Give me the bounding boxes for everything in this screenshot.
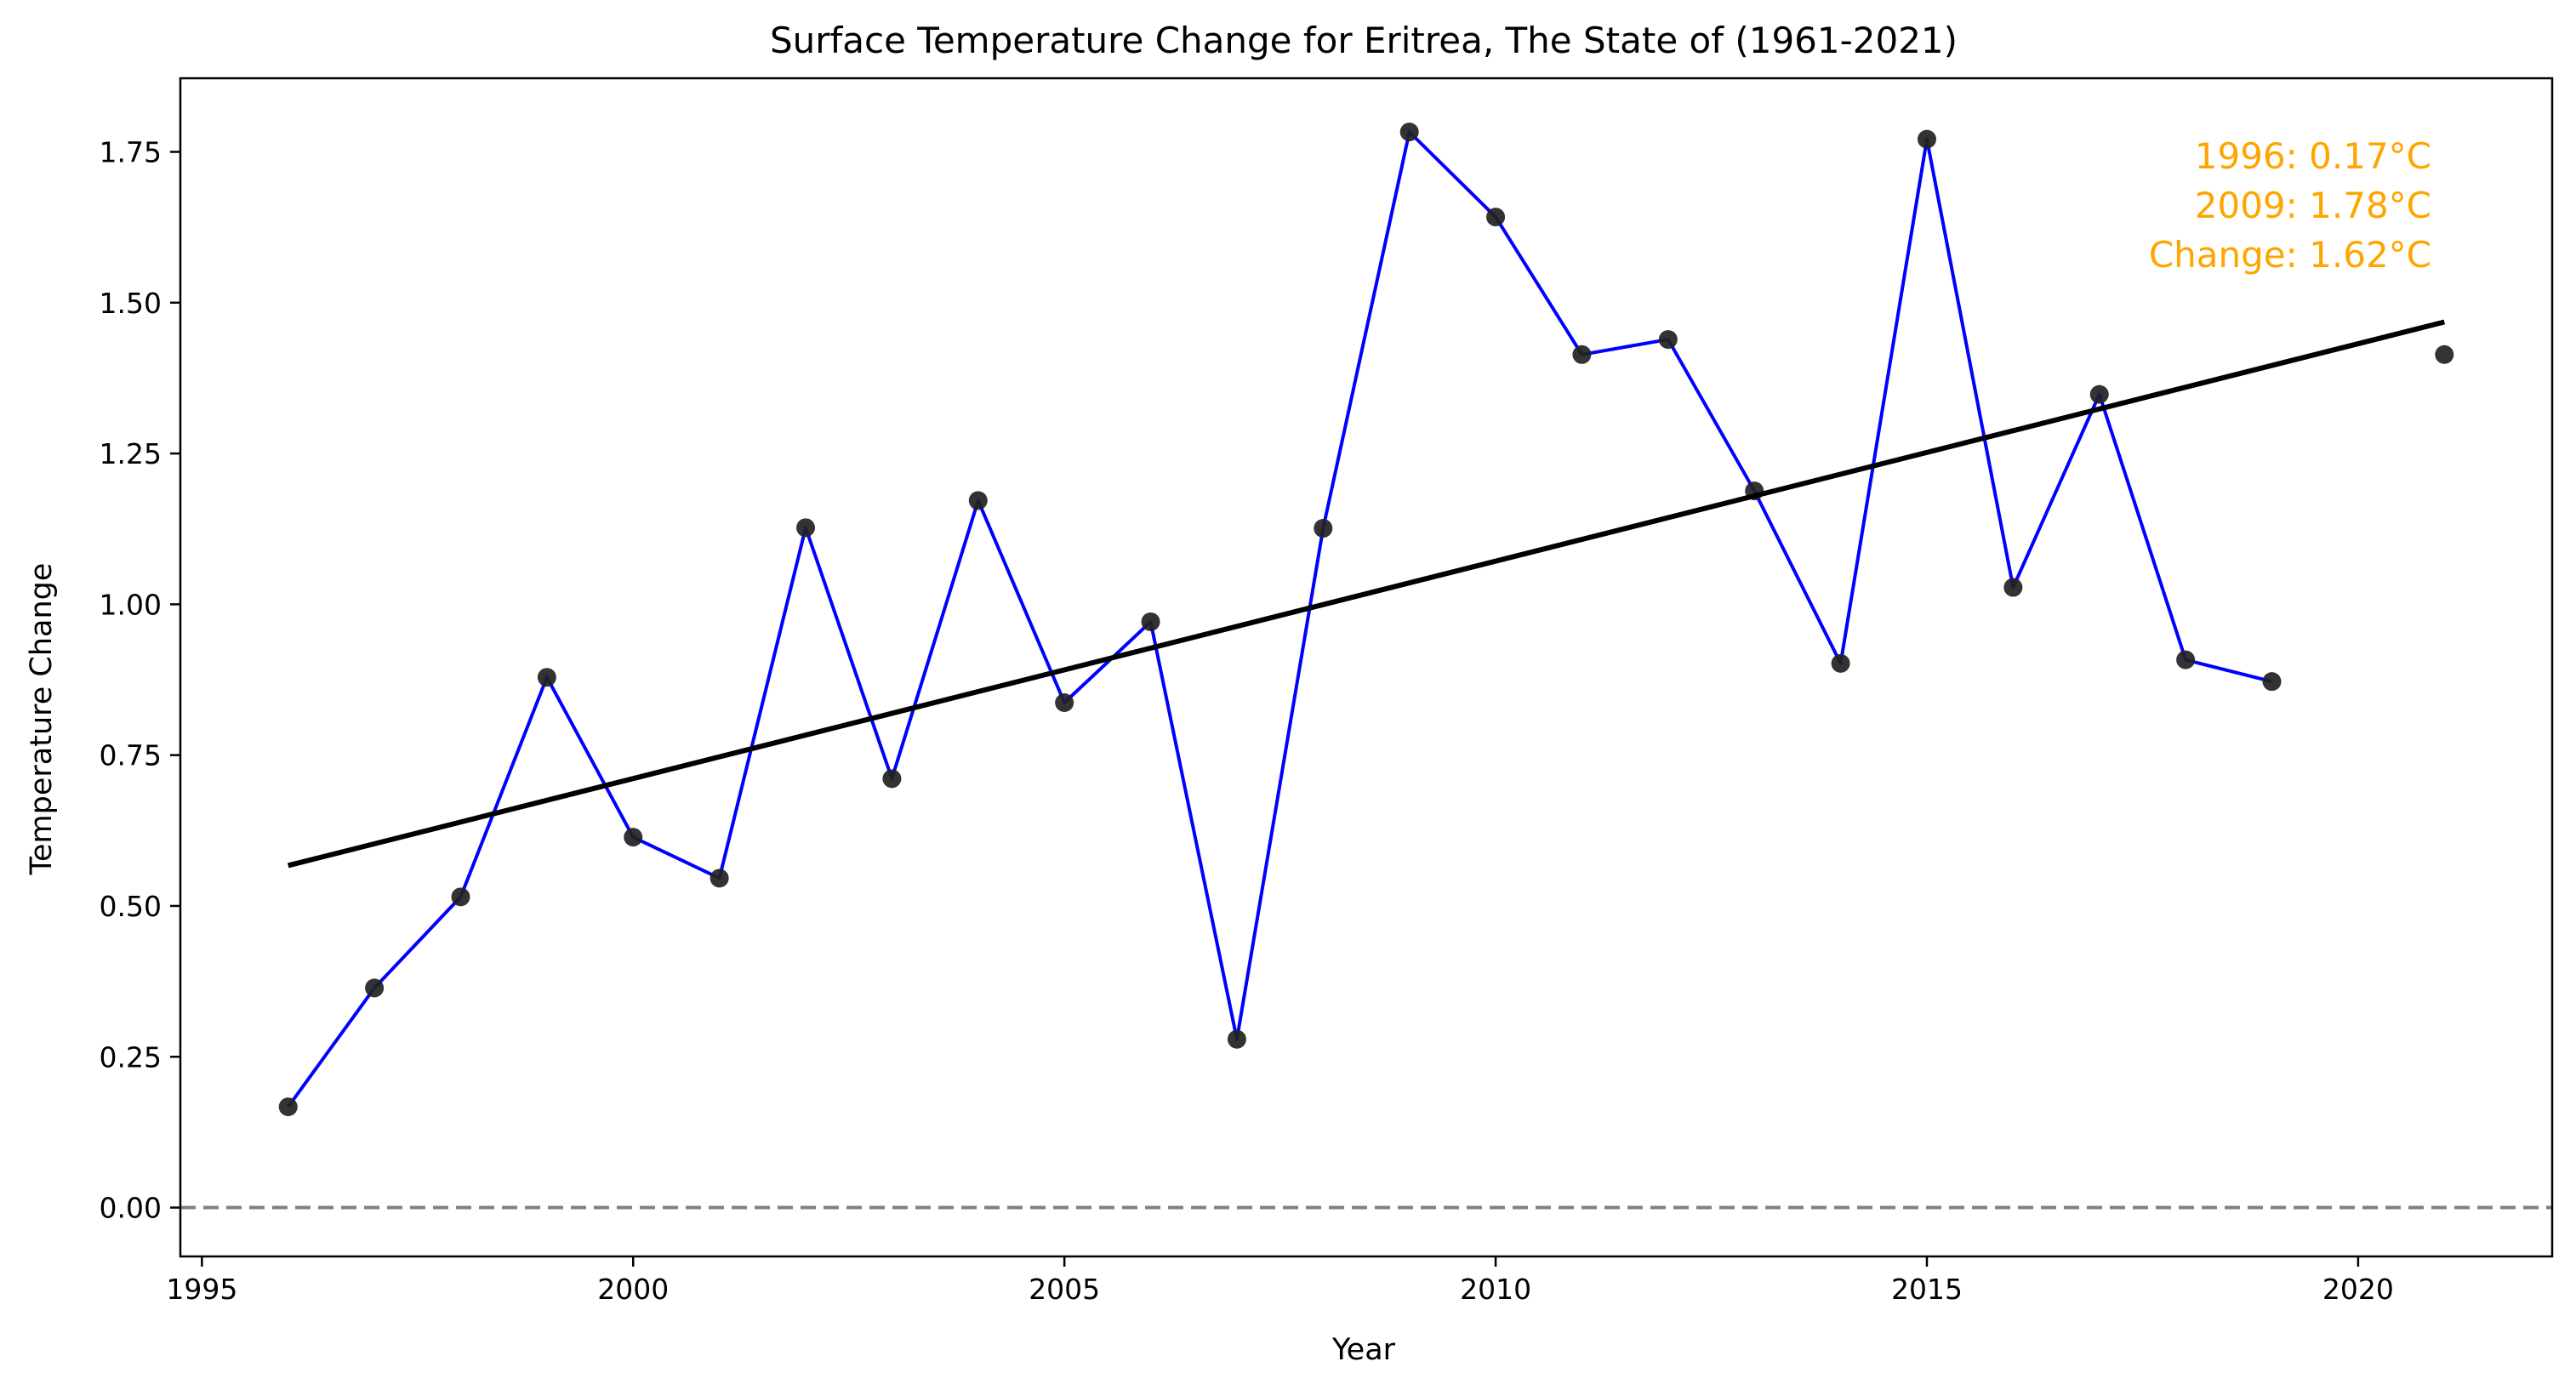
y-tick-label-7: 1.75	[100, 136, 162, 169]
annotation-layer: 1996: 0.17°C 2009: 1.78°C Change: 1.62°C	[2149, 135, 2431, 276]
data-point-2001	[710, 869, 729, 888]
x-tick-label-1995: 1995	[166, 1273, 237, 1306]
x-tick-label-2015: 2015	[1891, 1273, 1963, 1306]
data-point-2012	[1658, 330, 1678, 350]
data-point-2003	[882, 769, 902, 789]
data-point-2019	[2262, 672, 2282, 692]
series-line-segment-1	[287, 130, 2272, 1108]
data-point-2000	[624, 828, 643, 847]
data-point-2015	[1917, 129, 1936, 149]
annotation-line-1: 1996: 0.17°C	[2195, 135, 2431, 177]
data-point-2010	[1486, 208, 1506, 227]
data-point-2005	[1055, 692, 1074, 712]
axes-layer: 1995 2000 2005 2010 2015 2020 0.00 0.25 0.50 0.75…	[100, 77, 2554, 1306]
y-axis-label: Temperature Change	[25, 563, 59, 876]
y-tick-label-2: 0.50	[100, 890, 162, 923]
data-point-1996	[278, 1097, 298, 1117]
x-tick-label-2005: 2005	[1029, 1273, 1100, 1306]
data-point-2004	[968, 491, 988, 510]
data-point-1999	[537, 668, 556, 687]
data-point-2002	[796, 518, 816, 538]
chart-title: Surface Temperature Change for Eritrea, …	[770, 20, 1958, 61]
y-tick-label-5: 1.25	[100, 437, 162, 470]
data-point-2017	[2089, 385, 2109, 404]
x-axis-label: Year	[1331, 1333, 1396, 1367]
data-point-2021	[2435, 345, 2454, 364]
data-point-2016	[2003, 578, 2023, 597]
annotation-line-2: 2009: 1.78°C	[2195, 185, 2431, 226]
data-point-2011	[1572, 345, 1592, 364]
data-point-2018	[2176, 650, 2196, 669]
trend-line	[287, 319, 2446, 869]
data-layer	[278, 122, 2454, 1117]
data-point-2008	[1314, 519, 1333, 538]
x-tick-label-2010: 2010	[1460, 1273, 1531, 1306]
x-tick-label-2000: 2000	[597, 1273, 669, 1306]
y-tick-label-6: 1.50	[100, 287, 162, 320]
data-point-2014	[1831, 653, 1850, 673]
trend-line-layer	[287, 319, 2446, 869]
y-tick-label-1: 0.25	[100, 1040, 162, 1074]
x-tick-label-2020: 2020	[2322, 1273, 2394, 1306]
data-point-1998	[451, 887, 470, 907]
data-point-1997	[365, 978, 385, 998]
data-point-2007	[1227, 1029, 1246, 1049]
y-tick-label-4: 1.00	[100, 588, 162, 621]
data-point-2009	[1399, 122, 1419, 142]
data-point-2006	[1141, 612, 1160, 631]
plot-frame	[179, 77, 2554, 1258]
y-tick-label-3: 0.75	[100, 739, 162, 772]
y-tick-label-0: 0.00	[100, 1192, 162, 1225]
annotation-line-3: Change: 1.62°C	[2149, 234, 2431, 276]
